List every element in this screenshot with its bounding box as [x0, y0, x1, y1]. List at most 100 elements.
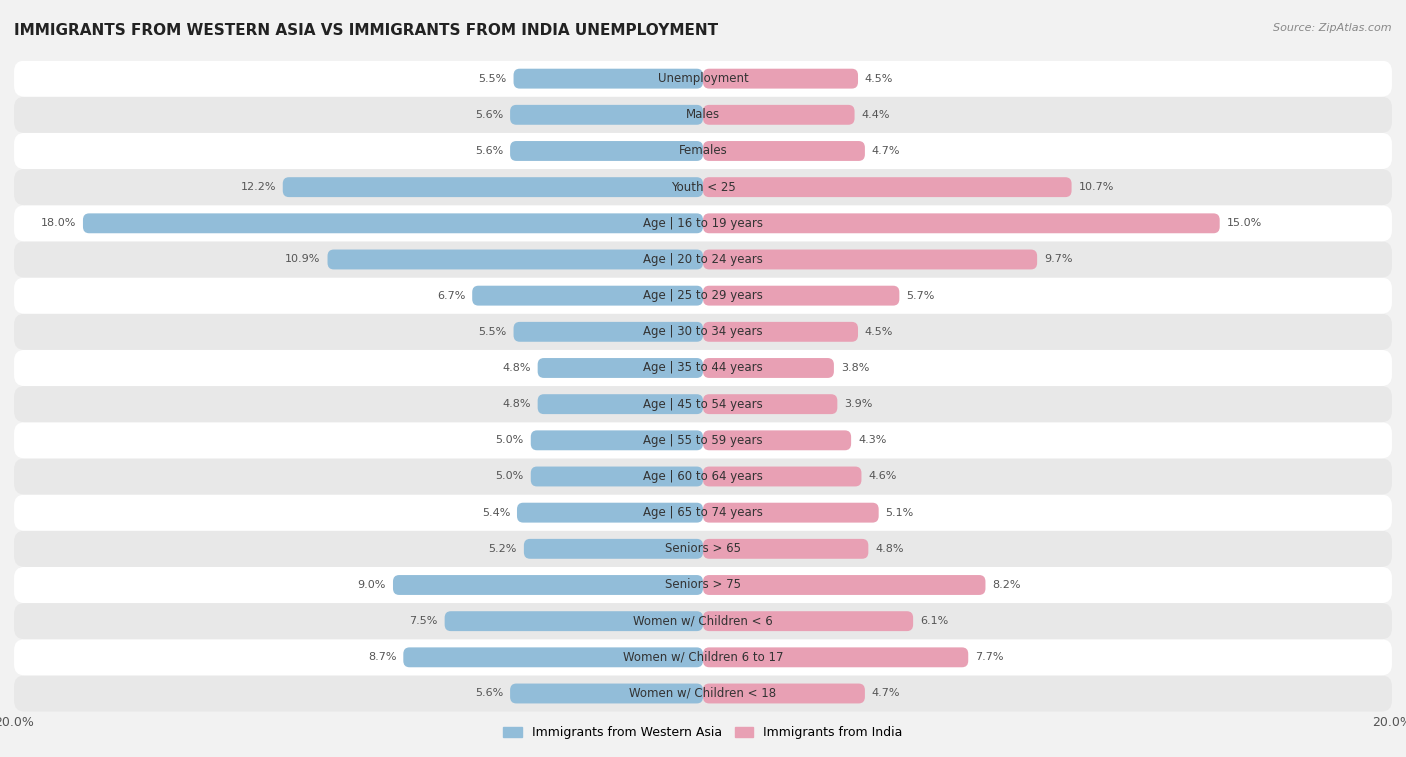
FancyBboxPatch shape — [14, 459, 1392, 494]
Text: 4.5%: 4.5% — [865, 73, 893, 83]
Text: 15.0%: 15.0% — [1226, 218, 1261, 229]
FancyBboxPatch shape — [703, 177, 1071, 197]
FancyBboxPatch shape — [444, 611, 703, 631]
Text: 9.7%: 9.7% — [1045, 254, 1073, 264]
FancyBboxPatch shape — [14, 386, 1392, 422]
Text: 4.8%: 4.8% — [875, 544, 904, 554]
Text: 5.7%: 5.7% — [907, 291, 935, 301]
FancyBboxPatch shape — [404, 647, 703, 667]
Text: 10.9%: 10.9% — [285, 254, 321, 264]
FancyBboxPatch shape — [537, 394, 703, 414]
Text: 18.0%: 18.0% — [41, 218, 76, 229]
FancyBboxPatch shape — [14, 313, 1392, 350]
Text: 5.2%: 5.2% — [489, 544, 517, 554]
FancyBboxPatch shape — [703, 539, 869, 559]
Text: 4.5%: 4.5% — [865, 327, 893, 337]
FancyBboxPatch shape — [537, 358, 703, 378]
FancyBboxPatch shape — [703, 394, 838, 414]
FancyBboxPatch shape — [703, 250, 1038, 269]
Text: 4.8%: 4.8% — [502, 363, 531, 373]
FancyBboxPatch shape — [513, 69, 703, 89]
Text: 5.0%: 5.0% — [496, 472, 524, 481]
FancyBboxPatch shape — [513, 322, 703, 341]
Text: 3.9%: 3.9% — [844, 399, 873, 409]
FancyBboxPatch shape — [524, 539, 703, 559]
Text: Age | 65 to 74 years: Age | 65 to 74 years — [643, 506, 763, 519]
FancyBboxPatch shape — [14, 61, 1392, 97]
Legend: Immigrants from Western Asia, Immigrants from India: Immigrants from Western Asia, Immigrants… — [498, 721, 908, 744]
Text: 7.5%: 7.5% — [409, 616, 437, 626]
FancyBboxPatch shape — [14, 531, 1392, 567]
FancyBboxPatch shape — [703, 466, 862, 487]
Text: Age | 25 to 29 years: Age | 25 to 29 years — [643, 289, 763, 302]
Text: Age | 35 to 44 years: Age | 35 to 44 years — [643, 362, 763, 375]
Text: Women w/ Children 6 to 17: Women w/ Children 6 to 17 — [623, 651, 783, 664]
Text: 6.1%: 6.1% — [920, 616, 948, 626]
FancyBboxPatch shape — [703, 285, 900, 306]
FancyBboxPatch shape — [328, 250, 703, 269]
Text: 5.0%: 5.0% — [496, 435, 524, 445]
FancyBboxPatch shape — [703, 647, 969, 667]
Text: Males: Males — [686, 108, 720, 121]
Text: 4.8%: 4.8% — [502, 399, 531, 409]
FancyBboxPatch shape — [510, 684, 703, 703]
Text: Females: Females — [679, 145, 727, 157]
FancyBboxPatch shape — [703, 611, 912, 631]
FancyBboxPatch shape — [14, 241, 1392, 278]
Text: Youth < 25: Youth < 25 — [671, 181, 735, 194]
Text: Age | 45 to 54 years: Age | 45 to 54 years — [643, 397, 763, 410]
Text: 5.5%: 5.5% — [478, 73, 506, 83]
Text: Age | 55 to 59 years: Age | 55 to 59 years — [643, 434, 763, 447]
FancyBboxPatch shape — [14, 567, 1392, 603]
Text: 5.6%: 5.6% — [475, 110, 503, 120]
Text: Women w/ Children < 18: Women w/ Children < 18 — [630, 687, 776, 700]
Text: 4.4%: 4.4% — [862, 110, 890, 120]
Text: 5.4%: 5.4% — [482, 508, 510, 518]
Text: 5.5%: 5.5% — [478, 327, 506, 337]
Text: 8.7%: 8.7% — [368, 653, 396, 662]
FancyBboxPatch shape — [703, 105, 855, 125]
FancyBboxPatch shape — [14, 422, 1392, 459]
FancyBboxPatch shape — [14, 205, 1392, 241]
Text: Source: ZipAtlas.com: Source: ZipAtlas.com — [1274, 23, 1392, 33]
FancyBboxPatch shape — [14, 169, 1392, 205]
FancyBboxPatch shape — [703, 69, 858, 89]
FancyBboxPatch shape — [14, 278, 1392, 313]
FancyBboxPatch shape — [472, 285, 703, 306]
FancyBboxPatch shape — [14, 494, 1392, 531]
Text: 7.7%: 7.7% — [976, 653, 1004, 662]
FancyBboxPatch shape — [703, 358, 834, 378]
FancyBboxPatch shape — [283, 177, 703, 197]
FancyBboxPatch shape — [392, 575, 703, 595]
Text: Unemployment: Unemployment — [658, 72, 748, 85]
Text: Age | 20 to 24 years: Age | 20 to 24 years — [643, 253, 763, 266]
Text: 4.7%: 4.7% — [872, 146, 900, 156]
FancyBboxPatch shape — [703, 141, 865, 161]
FancyBboxPatch shape — [14, 603, 1392, 639]
Text: 4.6%: 4.6% — [869, 472, 897, 481]
Text: Seniors > 65: Seniors > 65 — [665, 542, 741, 556]
FancyBboxPatch shape — [703, 503, 879, 522]
FancyBboxPatch shape — [517, 503, 703, 522]
FancyBboxPatch shape — [703, 684, 865, 703]
Text: Age | 30 to 34 years: Age | 30 to 34 years — [643, 326, 763, 338]
Text: 5.6%: 5.6% — [475, 146, 503, 156]
Text: Age | 16 to 19 years: Age | 16 to 19 years — [643, 217, 763, 230]
Text: 4.7%: 4.7% — [872, 689, 900, 699]
Text: 3.8%: 3.8% — [841, 363, 869, 373]
Text: Seniors > 75: Seniors > 75 — [665, 578, 741, 591]
Text: Age | 60 to 64 years: Age | 60 to 64 years — [643, 470, 763, 483]
FancyBboxPatch shape — [703, 431, 851, 450]
FancyBboxPatch shape — [83, 213, 703, 233]
FancyBboxPatch shape — [14, 97, 1392, 133]
Text: 8.2%: 8.2% — [993, 580, 1021, 590]
FancyBboxPatch shape — [14, 350, 1392, 386]
FancyBboxPatch shape — [703, 322, 858, 341]
Text: Women w/ Children < 6: Women w/ Children < 6 — [633, 615, 773, 628]
Text: 4.3%: 4.3% — [858, 435, 886, 445]
Text: 12.2%: 12.2% — [240, 182, 276, 192]
FancyBboxPatch shape — [14, 133, 1392, 169]
FancyBboxPatch shape — [703, 213, 1219, 233]
FancyBboxPatch shape — [14, 675, 1392, 712]
Text: 5.6%: 5.6% — [475, 689, 503, 699]
